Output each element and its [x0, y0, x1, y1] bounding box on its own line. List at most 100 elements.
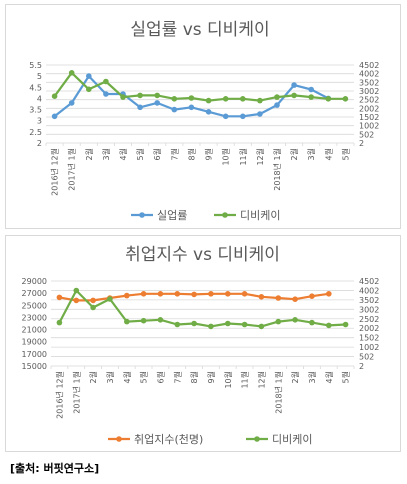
y-left-tick-label: 5.5 [29, 61, 42, 70]
data-point [103, 91, 109, 97]
x-tick-label: 2월 [88, 371, 98, 383]
x-tick-label: 2016년 12월 [54, 371, 64, 419]
y-right-tick-label: 2 [359, 139, 364, 148]
data-point [326, 322, 332, 329]
data-point [275, 295, 282, 301]
data-point [174, 321, 181, 328]
data-point [107, 296, 113, 302]
y-left-tick-label: 15000 [22, 362, 47, 371]
y-right-tick-label: 1002 [359, 343, 379, 352]
data-point [171, 106, 178, 113]
y-right-tick-label: 2002 [359, 104, 379, 113]
x-tick-label: 3월 [105, 371, 115, 383]
data-point [191, 320, 197, 327]
data-point [222, 96, 229, 102]
y-left-tick-label: 5 [37, 72, 42, 81]
x-tick-label: 2018년 1월 [273, 371, 283, 414]
data-point [240, 96, 246, 102]
unemployment-chart-panel: 실업률 vs 디비케이 2 2.5 3 3.5 4 4.5 5 5.5 2 502 1002 1502 2… [5, 4, 401, 229]
y-left-tick-label: 4 [37, 94, 42, 103]
data-point [73, 287, 80, 294]
data-point [157, 291, 164, 297]
y-right-tick-label: 1502 [359, 113, 379, 122]
data-point [140, 291, 147, 297]
data-point [188, 104, 195, 111]
y-right-tick-label: 1502 [359, 334, 379, 343]
data-point [342, 321, 349, 328]
data-point [124, 292, 130, 299]
x-tick-label: 11월 [240, 371, 250, 389]
x-tick-label: 10월 [221, 148, 231, 166]
y-left-tick-label: 19000 [22, 338, 47, 347]
y-right-tick-label: 2502 [359, 96, 379, 105]
data-point [137, 104, 143, 111]
x-tick-label: 9월 [206, 371, 216, 383]
y-left-tick-label: 4.5 [29, 83, 42, 92]
chart-title: 취업지수 vs 디비케이 [125, 245, 280, 265]
data-point [225, 291, 231, 297]
y-right-tick-label: 4502 [359, 277, 379, 286]
x-tick-label: 2018년 1월 [272, 148, 282, 191]
x-tick-label: 3월 [307, 371, 317, 383]
data-point [292, 296, 298, 302]
data-point [257, 97, 263, 104]
y-right-tick-label: 3002 [359, 87, 379, 96]
data-point [157, 317, 164, 323]
x-tick-label: 2월 [84, 148, 94, 160]
x-tick-label: 5월 [139, 371, 149, 383]
legend-label: 실업률 [157, 209, 187, 222]
x-tick-label: 2월 [290, 371, 300, 383]
data-point [73, 297, 80, 304]
x-tick-label: 4월 [324, 371, 334, 383]
legend-swatch-marker [254, 436, 260, 442]
data-point [241, 291, 248, 297]
data-point [225, 320, 231, 327]
data-point [174, 291, 181, 297]
y-right-tick-label: 3002 [359, 305, 379, 314]
x-tick-label: 3월 [306, 148, 316, 160]
series-line-1 [58, 289, 346, 328]
data-point [274, 94, 280, 100]
y-left-tick-label: 17000 [22, 350, 47, 359]
x-tick-label: 8월 [186, 148, 196, 160]
data-point [124, 318, 130, 325]
legend-swatch-marker [139, 212, 145, 218]
y-left-tick-label: 21000 [22, 326, 47, 335]
data-point [51, 93, 58, 99]
data-point [326, 291, 332, 297]
y-left-tick-label: 3 [37, 117, 42, 126]
x-tick-label: 5월 [340, 148, 350, 160]
source-note: [출처: 버핏연구소] [10, 462, 100, 475]
data-point [140, 317, 147, 324]
y-left-tick-label: 3.5 [29, 106, 42, 115]
y-left-tick-label: 27000 [22, 289, 47, 298]
data-point [274, 102, 280, 108]
data-point [258, 294, 265, 300]
x-tick-label: 7월 [172, 371, 182, 383]
x-tick-label: 4월 [118, 148, 128, 160]
x-tick-label: 5월 [341, 371, 351, 383]
legend-label: 취업지수(천명) [134, 432, 203, 446]
legend-swatch-marker [222, 212, 228, 218]
x-tick-label: 9월 [204, 148, 214, 160]
legend-swatch-marker [116, 436, 122, 442]
x-tick-label: 5월 [135, 148, 145, 160]
data-point [68, 70, 75, 76]
y-right-tick-label: 1002 [359, 122, 379, 131]
x-tick-label: 4월 [323, 148, 333, 160]
x-tick-label: 2016년 12월 [50, 148, 60, 196]
y-right-tick-label: 2 [359, 362, 364, 371]
data-point [137, 92, 143, 99]
data-point [154, 92, 160, 99]
x-tick-label: 4월 [122, 371, 132, 383]
data-point [51, 113, 58, 120]
data-point [291, 82, 297, 88]
data-point [188, 95, 195, 101]
y-left-tick-label: 25000 [22, 301, 47, 310]
data-point [275, 318, 282, 325]
y-right-tick-label: 502 [359, 130, 374, 139]
y-right-tick-label: 4002 [359, 286, 379, 295]
data-point [120, 94, 126, 100]
data-point [308, 86, 315, 93]
data-point [309, 319, 315, 326]
